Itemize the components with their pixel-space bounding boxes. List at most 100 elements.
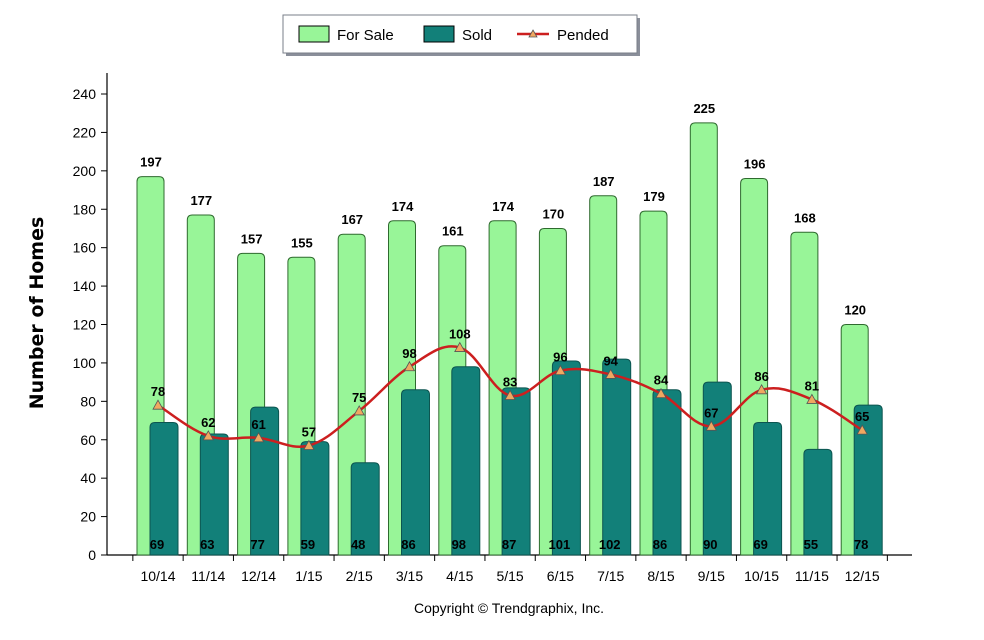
x-tick-label: 1/15	[295, 568, 322, 584]
sold-bar	[753, 421, 783, 556]
sold-value-label: 55	[804, 537, 818, 552]
sold-value-label: 59	[301, 537, 315, 552]
pended-marker	[705, 420, 717, 431]
x-axis: 10/14 11/14 12/14 1/15 2/15 3/15 4/15 5/15 6/15 7…	[107, 554, 912, 584]
for-sale-value-label: 174	[392, 199, 414, 214]
sold-value-label: 102	[599, 537, 621, 552]
y-tick-label: 120	[73, 317, 97, 333]
pended-value-label: 78	[151, 384, 165, 399]
sold-bars	[149, 358, 883, 556]
legend: For Sale Sold Pended	[282, 14, 640, 56]
pended-value-label: 62	[201, 415, 215, 430]
x-tick-label: 12/14	[241, 568, 276, 584]
x-tick-label: 5/15	[496, 568, 523, 584]
for-sale-value-label: 161	[442, 224, 464, 239]
pended-value-label: 83	[503, 375, 517, 390]
for-sale-value-label: 120	[844, 303, 866, 318]
pended-value-label: 86	[754, 369, 768, 384]
pended-value-label: 57	[302, 425, 316, 440]
pended-value-label: 94	[603, 353, 618, 368]
legend-label-pended: Pended	[557, 27, 609, 44]
pended-marker	[554, 364, 567, 376]
y-tick-label: 180	[73, 201, 97, 217]
y-tick-label: 220	[73, 124, 97, 140]
legend-swatch-sold	[423, 25, 455, 43]
sold-value-label: 69	[753, 537, 767, 552]
y-tick-label: 240	[73, 86, 97, 102]
sold-bar	[149, 421, 179, 556]
y-tick-label: 200	[73, 163, 97, 179]
pended-value-label: 61	[251, 417, 265, 432]
x-tick-label: 8/15	[647, 568, 674, 584]
pended-marker	[403, 360, 416, 372]
x-tick-label: 4/15	[446, 568, 473, 584]
pended-marker	[252, 432, 265, 443]
pended-marker	[353, 405, 365, 416]
sold-bar	[602, 358, 632, 556]
sold-bar	[501, 387, 531, 556]
pended-value-label: 84	[654, 373, 669, 388]
y-tick-label: 40	[80, 470, 96, 486]
y-tick-label: 140	[73, 278, 97, 294]
for-sale-value-label: 196	[744, 157, 766, 172]
y-tick-label: 100	[73, 355, 97, 371]
y-tick-label: 20	[80, 509, 96, 525]
x-tick-label: 7/15	[597, 568, 624, 584]
legend-label-for-sale: For Sale	[337, 27, 394, 44]
for-sale-value-label: 197	[140, 155, 162, 170]
pended-value-label: 65	[855, 409, 869, 424]
sold-value-label: 77	[250, 537, 264, 552]
legend-swatch-for-sale	[298, 25, 330, 43]
for-sale-value-label: 157	[241, 231, 263, 246]
pended-value-label: 75	[352, 390, 366, 405]
sold-value-label: 90	[703, 537, 717, 552]
sold-bar	[803, 448, 833, 556]
pended-marker	[454, 341, 466, 352]
data-labels: 197 177 157 155 167 174 161 174 170 187 179 225 196 1…	[140, 101, 869, 552]
for-sale-value-label: 168	[794, 210, 816, 225]
x-tick-label: 2/15	[346, 568, 373, 584]
sold-value-label: 63	[200, 537, 214, 552]
y-axis: 0 20 40 60 80 100 120 140 160 180 200 220 240	[73, 73, 108, 563]
y-tick-label: 160	[73, 240, 97, 256]
pended-marker	[605, 368, 617, 379]
y-axis-title: Number of Homes	[26, 217, 48, 410]
sold-bar	[551, 360, 581, 556]
for-sale-value-label: 187	[593, 174, 615, 189]
copyright-text: Copyright © Trendgraphix, Inc.	[414, 600, 604, 616]
for-sale-value-label: 225	[693, 101, 715, 116]
x-tick-label: 10/15	[744, 568, 779, 584]
x-tick-label: 6/15	[547, 568, 574, 584]
sold-value-label: 101	[549, 537, 571, 552]
y-tick-label: 80	[80, 393, 96, 409]
legend-label-sold: Sold	[462, 27, 492, 44]
sold-value-label: 86	[401, 537, 415, 552]
pended-marker	[152, 399, 164, 410]
for-sale-value-label: 167	[341, 212, 363, 227]
x-tick-label: 9/15	[698, 568, 725, 584]
pended-line	[152, 341, 868, 450]
pended-marker	[303, 439, 315, 450]
pended-value-label: 98	[402, 346, 416, 361]
pended-value-label: 96	[553, 350, 567, 365]
x-tick-label: 10/14	[140, 568, 175, 584]
sold-bar	[401, 389, 430, 556]
for-sale-value-label: 170	[543, 206, 565, 221]
pended-value-label: 108	[449, 327, 471, 342]
for-sale-value-label: 174	[492, 199, 514, 214]
pended-marker	[655, 387, 667, 399]
sold-value-label: 48	[351, 537, 365, 552]
for-sale-value-label: 155	[291, 235, 313, 250]
sold-value-label: 98	[452, 537, 466, 552]
x-tick-label: 11/14	[191, 568, 225, 584]
legend-marker-pended	[528, 29, 538, 38]
sold-value-label: 78	[854, 537, 868, 552]
sold-bar	[853, 404, 883, 556]
pended-marker	[856, 424, 868, 435]
pended-marker	[806, 393, 818, 404]
pended-value-label: 81	[805, 378, 819, 393]
legend-box	[282, 14, 638, 54]
x-tick-label: 3/15	[396, 568, 423, 584]
pended-marker	[755, 383, 768, 395]
